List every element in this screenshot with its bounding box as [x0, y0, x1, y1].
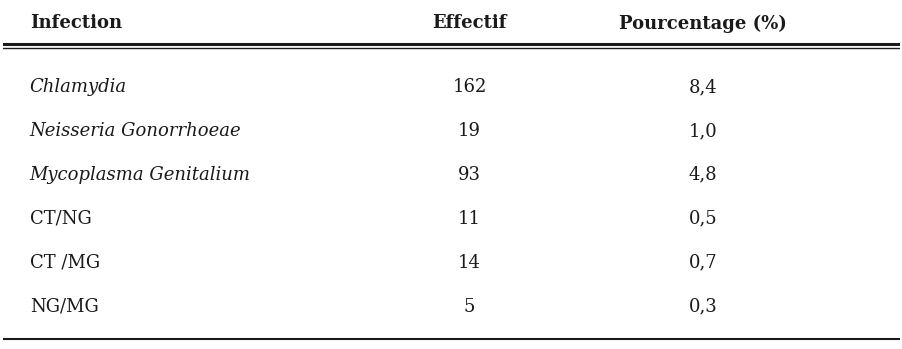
Text: 19: 19: [457, 122, 481, 140]
Text: 162: 162: [452, 78, 486, 96]
Text: 4,8: 4,8: [687, 166, 716, 184]
Text: Chlamydia: Chlamydia: [30, 78, 126, 96]
Text: 5: 5: [464, 298, 474, 316]
Text: 0,7: 0,7: [687, 254, 716, 272]
Text: Pourcentage (%): Pourcentage (%): [618, 14, 786, 32]
Text: 8,4: 8,4: [687, 78, 716, 96]
Text: NG/MG: NG/MG: [30, 298, 98, 316]
Text: CT/NG: CT/NG: [30, 210, 91, 228]
Text: Neisseria Gonorrhoeae: Neisseria Gonorrhoeae: [30, 122, 241, 140]
Text: Mycoplasma Genitalium: Mycoplasma Genitalium: [30, 166, 251, 184]
Text: 0,5: 0,5: [687, 210, 716, 228]
Text: 14: 14: [457, 254, 481, 272]
Text: 11: 11: [457, 210, 481, 228]
Text: Infection: Infection: [30, 14, 122, 32]
Text: CT /MG: CT /MG: [30, 254, 100, 272]
Text: 93: 93: [457, 166, 481, 184]
Text: 1,0: 1,0: [687, 122, 716, 140]
Text: Effectif: Effectif: [432, 14, 506, 32]
Text: 0,3: 0,3: [687, 298, 716, 316]
